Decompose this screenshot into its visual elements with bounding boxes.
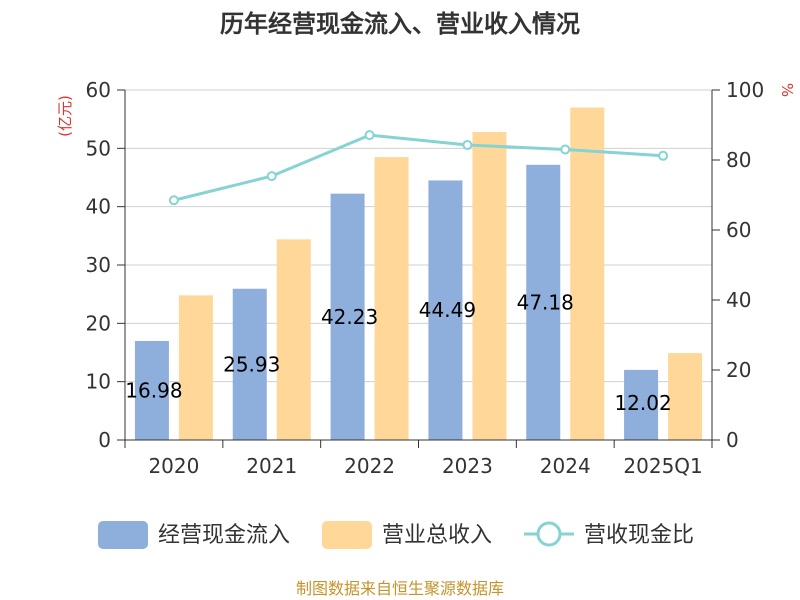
data-label-2024: 47.18 — [517, 290, 574, 314]
revenue-bar-2020 — [178, 295, 213, 440]
data-label-2025Q1: 12.02 — [614, 391, 671, 415]
cash-inflow-bar-2022 — [330, 193, 365, 440]
ratio-line-group — [168, 130, 669, 206]
y-left-tick-label: 60 — [86, 78, 111, 102]
cash-inflow-bar-2023 — [428, 180, 463, 440]
data-labels-group: 16.98 25.93 42.23 44.49 47.18 12.02 — [125, 290, 671, 415]
y-right-tick-label: 60 — [726, 218, 751, 242]
y-left-tick-label: 20 — [86, 311, 111, 335]
x-tick-label-2024: 2024 — [540, 454, 591, 478]
ratio-point-2022 — [364, 130, 375, 141]
data-label-2021: 25.93 — [223, 352, 280, 376]
y-right-tick-label: 100 — [726, 78, 764, 102]
x-tick-label-2021: 2021 — [246, 454, 297, 478]
source-note: 制图数据来自恒生聚源数据库 — [296, 579, 504, 598]
y-right-tick-label: 40 — [726, 288, 751, 312]
ratio-point-2024 — [560, 144, 571, 155]
revenue-bar-2023 — [472, 132, 507, 440]
ratio-point-2023 — [462, 139, 473, 150]
y-left-tick-label: 40 — [86, 195, 111, 219]
revenue-bar-2021 — [276, 239, 311, 440]
x-tick-label-2023: 2023 — [442, 454, 493, 478]
revenue-bar-2024 — [570, 107, 605, 440]
y-right-tick-label: 20 — [726, 358, 751, 382]
ratio-point-2025Q1 — [658, 150, 669, 161]
ratio-line — [173, 133, 664, 202]
data-label-2023: 44.49 — [419, 298, 476, 322]
bars-group — [134, 107, 703, 441]
cash-inflow-bar-2020 — [134, 340, 169, 440]
legend: 经营现金流入 营业总收入 营收现金比 — [98, 521, 694, 549]
legend-swatch-ratio-marker — [536, 521, 562, 547]
x-tick-label-2020: 2020 — [148, 454, 199, 478]
y-left-unit-label: (亿元) — [56, 95, 74, 137]
y-right-tick-label: 80 — [726, 148, 751, 172]
y-left-tick-label: 10 — [86, 370, 111, 394]
grid-lines — [125, 89, 712, 383]
legend-swatch-revenue — [322, 521, 372, 549]
chart-title: 历年经营现金流入、营业收入情况 — [220, 10, 580, 38]
data-label-2020: 16.98 — [125, 378, 182, 402]
cash-inflow-bar-2025Q1 — [624, 369, 659, 440]
axes-group: 0 10 20 30 40 50 60 0 20 40 60 80 100 2020 2021 2022 202… — [86, 78, 765, 478]
y-right-unit-label: % — [778, 83, 796, 97]
cash-inflow-bar-2024 — [526, 164, 561, 441]
y-right-tick-label: 0 — [726, 428, 739, 452]
ratio-point-2021 — [266, 171, 277, 182]
x-tick-label-2025Q1: 2025Q1 — [623, 454, 702, 478]
revenue-bar-2025Q1 — [668, 353, 703, 440]
revenue-bar-2022 — [374, 157, 409, 441]
cash-inflow-bar-2021 — [232, 288, 267, 440]
y-left-tick-label: 0 — [98, 428, 111, 452]
ratio-point-2020 — [168, 195, 179, 206]
legend-label-1: 营业总收入 — [382, 523, 492, 548]
legend-swatch-cash-inflow — [98, 521, 148, 549]
x-tick-label-2022: 2022 — [344, 454, 395, 478]
y-left-tick-label: 50 — [86, 136, 111, 160]
legend-label-0: 经营现金流入 — [158, 523, 290, 548]
y-left-tick-label: 30 — [86, 253, 111, 277]
legend-label-2: 营收现金比 — [584, 523, 694, 548]
data-label-2022: 42.23 — [321, 305, 378, 329]
